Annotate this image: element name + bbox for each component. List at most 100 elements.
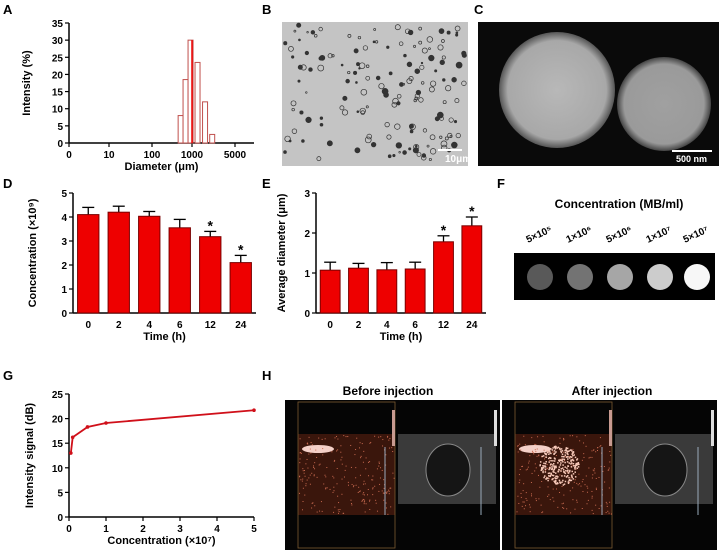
contrast-enhancement	[564, 466, 566, 468]
contrast-enhancement	[544, 471, 547, 473]
speckle	[390, 506, 392, 508]
microbubble	[398, 41, 404, 46]
speckle	[580, 485, 582, 487]
speckle	[391, 447, 393, 449]
contrast-enhancement	[563, 483, 566, 485]
speckle	[534, 470, 536, 472]
speckle	[376, 468, 378, 470]
y-axis-label: Intensity signal (dB)	[24, 403, 36, 508]
microbubble	[340, 63, 344, 67]
contrast-enhancement	[568, 476, 570, 479]
contrast-enhancement	[572, 459, 575, 462]
microbubble	[395, 142, 403, 149]
speckle	[308, 436, 310, 438]
speckle	[519, 469, 521, 471]
microbubble	[429, 148, 437, 155]
contrast-enhancement	[556, 477, 558, 480]
microbubble	[454, 98, 460, 104]
speckle	[383, 487, 385, 489]
x-axis-label: Concentration (×10⁷)	[107, 535, 215, 547]
microbubble	[342, 95, 348, 101]
vessel	[519, 445, 551, 453]
microbubble	[356, 62, 360, 67]
speckle	[546, 476, 548, 478]
speckle	[595, 504, 597, 506]
microbubble	[384, 121, 390, 128]
contrast-enhancement	[552, 447, 554, 449]
contrast-enhancement	[567, 482, 570, 485]
bar	[348, 267, 369, 314]
speckle	[533, 452, 535, 454]
speckle	[544, 456, 546, 458]
speckle	[364, 483, 366, 485]
speckle	[343, 476, 345, 478]
contrast-enhancement	[568, 470, 571, 473]
microbubble	[339, 105, 345, 111]
speckle	[299, 492, 301, 494]
speckle	[358, 447, 360, 449]
contrast-enhancement	[562, 479, 564, 482]
speckle	[608, 487, 610, 489]
contrast-enhancement	[571, 462, 573, 464]
speckle	[532, 450, 534, 452]
speckle	[312, 502, 314, 504]
speckle	[383, 479, 385, 481]
speckle	[544, 458, 546, 460]
speckle	[589, 456, 591, 458]
speckle	[600, 465, 602, 467]
speckle	[537, 474, 539, 476]
microbubble	[405, 28, 411, 34]
x-tick-label: 0	[66, 150, 72, 161]
speckle	[535, 467, 537, 469]
speckle	[535, 500, 537, 502]
contrast-enhancement	[563, 475, 566, 477]
microbubble	[402, 150, 407, 155]
panel-label-d: D	[3, 176, 12, 191]
speckle	[522, 501, 524, 503]
speckle	[608, 467, 610, 469]
speckle	[352, 486, 354, 488]
speckle	[563, 439, 565, 441]
speckle	[336, 450, 338, 452]
contrast-enhancement	[545, 456, 547, 458]
microbubble	[353, 70, 358, 75]
contrast-enhancement	[544, 452, 546, 454]
speckle	[364, 500, 366, 502]
microbubble	[316, 156, 322, 162]
contrast-enhancement	[545, 460, 547, 463]
microbubble	[441, 55, 446, 60]
speckle	[372, 487, 374, 489]
speckle	[531, 472, 533, 474]
contrast-enhancement	[552, 474, 555, 477]
speckle	[587, 499, 589, 501]
speckle	[336, 467, 338, 469]
speckle	[383, 492, 385, 494]
x-tick-label: 0	[85, 320, 91, 331]
speckle	[576, 501, 578, 503]
speckle	[311, 444, 313, 446]
contrast-enhancement	[550, 468, 553, 471]
speckle	[315, 449, 317, 451]
speckle	[520, 496, 522, 498]
microbubble	[357, 35, 362, 40]
speckle	[385, 491, 387, 493]
contrast-enhancement	[539, 461, 542, 463]
contrast-enhancement	[571, 453, 573, 455]
contrast-enhancement	[546, 449, 548, 452]
speckle	[531, 495, 533, 497]
microbubble	[291, 128, 298, 134]
microbubble	[358, 62, 366, 69]
speckle	[365, 457, 367, 459]
microbubble	[360, 88, 368, 96]
y-tick-label: 15	[52, 439, 64, 450]
contrast-enhancement	[566, 461, 569, 463]
contrast-enhancement	[552, 469, 555, 471]
speckle	[378, 465, 380, 467]
data-point	[69, 451, 73, 455]
microbubble	[414, 68, 421, 74]
contrast-enhancement	[555, 451, 557, 453]
contrast-enhancement	[553, 466, 556, 468]
speckle	[587, 487, 589, 489]
speckle	[591, 456, 593, 458]
contrast-enhancement	[542, 470, 544, 472]
